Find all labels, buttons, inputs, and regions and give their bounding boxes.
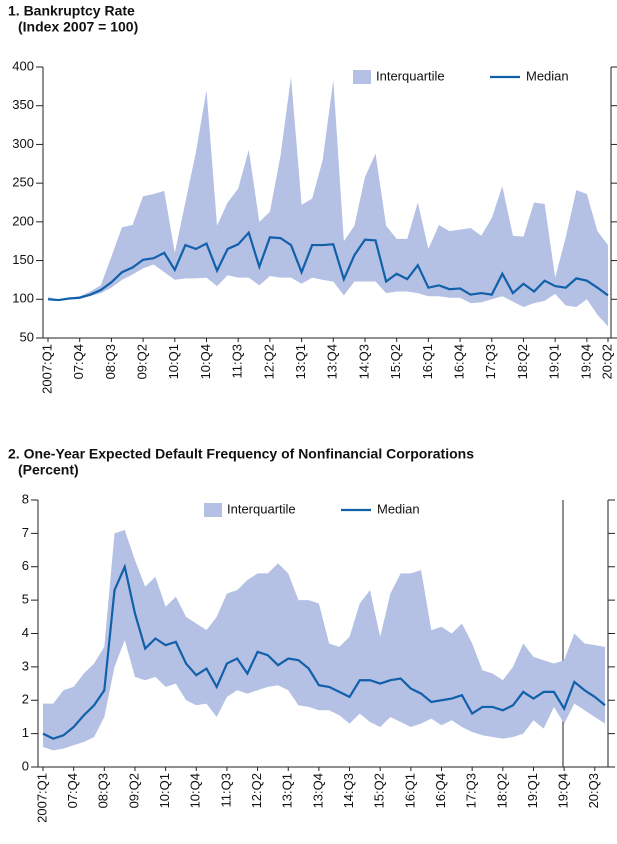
median-line	[47, 230, 609, 302]
x-tick-label: 2007:Q1	[34, 773, 49, 823]
y-tick-label: 150	[12, 252, 34, 267]
x-tick-label: 09:Q2	[135, 344, 150, 379]
y-tick-label: 3	[22, 658, 29, 673]
x-tick-label: 16:Q1	[420, 344, 435, 379]
x-tick-label: 19:Q4	[578, 344, 593, 379]
interquartile-area	[43, 530, 605, 751]
y-tick-label: 50	[20, 329, 34, 344]
legend-label: Median	[377, 501, 420, 516]
y-tick-label: 250	[12, 175, 34, 190]
y-tick-label: 300	[12, 136, 34, 151]
x-tick-label: 16:Q4	[433, 773, 448, 808]
legend-swatch	[353, 70, 371, 84]
x-tick-label: 18:Q2	[494, 773, 509, 808]
x-tick-label: 11:Q3	[218, 773, 233, 807]
x-tick-label: 10:Q4	[188, 773, 203, 808]
x-tick-label: 13:Q4	[310, 773, 325, 808]
x-tick-label: 14:Q3	[341, 773, 356, 808]
legend-label: Median	[526, 68, 569, 83]
x-tick-label: 18:Q2	[515, 344, 530, 379]
interquartile-area	[48, 77, 608, 327]
x-tick-label: 07:Q4	[65, 773, 80, 808]
y-tick-label: 0	[22, 758, 29, 773]
x-tick-label: 17:Q3	[464, 773, 479, 808]
x-tick-label: 17:Q3	[483, 344, 498, 379]
x-tick-label: 15:Q2	[372, 773, 387, 808]
y-tick-label: 7	[22, 525, 29, 540]
y-tick-label: 1	[22, 725, 29, 740]
median-line	[42, 563, 606, 740]
x-tick-label: 07:Q4	[71, 344, 86, 379]
legend-label: Interquartile	[376, 68, 445, 83]
x-tick-label: 20:Q3	[586, 773, 601, 808]
y-tick-label: 8	[22, 491, 29, 506]
x-tick-label: 19:Q4	[556, 773, 571, 808]
y-tick-label: 2	[22, 692, 29, 707]
x-tick-label: 10:Q1	[166, 344, 181, 379]
x-tick-label: 16:Q1	[402, 773, 417, 808]
chart-title: 2. One-Year Expected Default Frequency o…	[8, 446, 474, 462]
x-tick-label: 19:Q1	[525, 773, 540, 808]
x-tick-label: 13:Q4	[325, 344, 340, 379]
x-tick-label: 2007:Q1	[39, 344, 54, 394]
y-tick-label: 400	[12, 58, 34, 73]
legend-label: Interquartile	[227, 501, 296, 516]
x-tick-label: 20:Q2	[599, 344, 614, 379]
y-tick-label: 200	[12, 213, 34, 228]
x-tick-label: 19:Q1	[547, 344, 562, 379]
x-tick-label: 10:Q4	[198, 344, 213, 379]
x-tick-label: 13:Q1	[280, 773, 295, 808]
x-tick-label: 09:Q2	[126, 773, 141, 808]
x-tick-label: 16:Q4	[452, 344, 467, 379]
x-tick-label: 15:Q2	[388, 344, 403, 379]
y-tick-label: 100	[12, 291, 34, 306]
x-tick-label: 12:Q2	[261, 344, 276, 379]
x-tick-label: 10:Q1	[157, 773, 172, 808]
x-tick-label: 12:Q2	[249, 773, 264, 808]
x-tick-label: 08:Q3	[96, 773, 111, 808]
chart-subtitle: (Percent)	[18, 462, 79, 478]
chart-subtitle: (Index 2007 = 100)	[18, 19, 138, 35]
chart-title: 1. Bankruptcy Rate	[8, 3, 135, 19]
x-tick-label: 13:Q1	[293, 344, 308, 379]
y-tick-label: 4	[22, 625, 29, 640]
y-tick-label: 5	[22, 592, 29, 607]
y-tick-label: 350	[12, 97, 34, 112]
x-tick-label: 08:Q3	[103, 344, 118, 379]
legend-swatch	[204, 503, 222, 517]
y-tick-label: 6	[22, 558, 29, 573]
x-tick-label: 11:Q3	[230, 344, 245, 378]
x-tick-label: 14:Q3	[356, 344, 371, 379]
